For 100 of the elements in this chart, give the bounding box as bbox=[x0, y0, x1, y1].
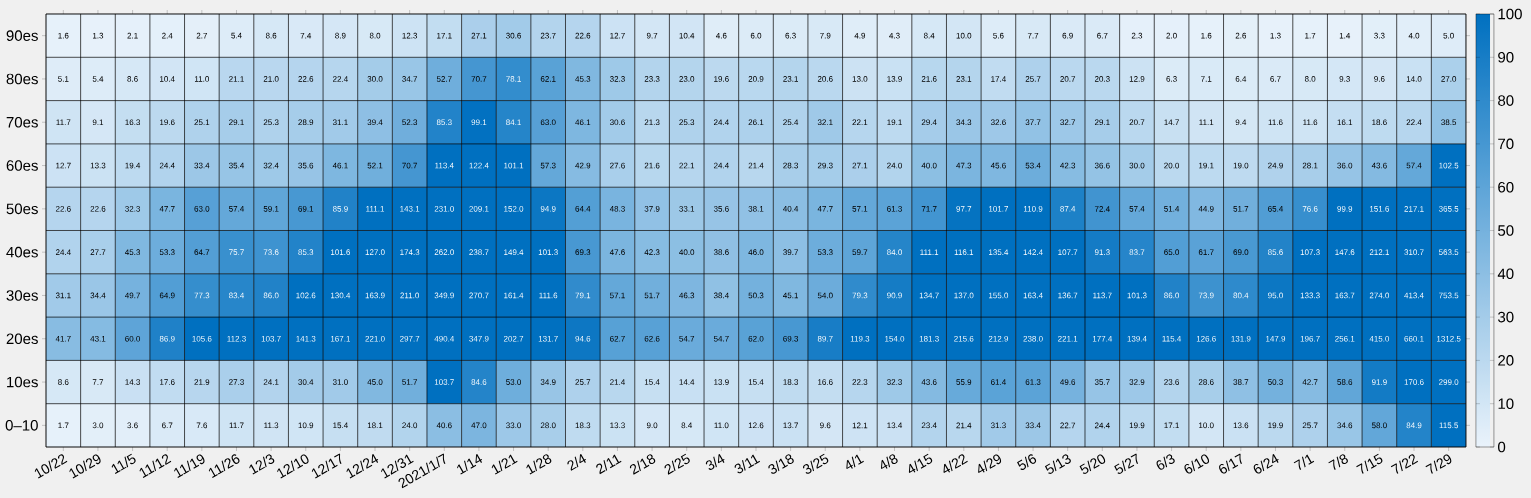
data-label: 163.9 bbox=[365, 292, 385, 299]
data-label: 61.4 bbox=[991, 379, 1006, 385]
data-label: 38.7 bbox=[1233, 379, 1249, 385]
data-label: 24.4 bbox=[713, 119, 729, 126]
data-label: 25.7 bbox=[575, 379, 591, 385]
data-label: 11.0 bbox=[714, 422, 729, 429]
data-label: 27.0 bbox=[1441, 76, 1457, 82]
data-label: 20.7 bbox=[1129, 119, 1145, 126]
data-label: 47.0 bbox=[471, 422, 487, 429]
y-tick-label: 40es bbox=[6, 246, 38, 258]
data-label: 111.1 bbox=[920, 249, 939, 255]
data-label: 6.0 bbox=[750, 32, 762, 39]
data-label: 32.1 bbox=[817, 119, 833, 126]
data-label: 12.7 bbox=[56, 162, 71, 169]
data-label: 13.0 bbox=[852, 76, 868, 82]
data-label: 22.3 bbox=[852, 379, 868, 385]
data-label: 69.1 bbox=[298, 206, 314, 212]
data-label: 11.3 bbox=[264, 422, 279, 429]
data-label: 30.0 bbox=[367, 76, 383, 82]
data-label: 14.4 bbox=[679, 379, 695, 385]
data-label: 13.4 bbox=[887, 422, 903, 429]
data-label: 21.6 bbox=[644, 162, 660, 169]
data-label: 18.6 bbox=[1372, 119, 1387, 126]
data-label: 212.1 bbox=[1369, 249, 1389, 255]
x-tick-label: 5/13 bbox=[1044, 454, 1071, 474]
data-label: 490.4 bbox=[434, 335, 455, 342]
data-label: 12.9 bbox=[1129, 76, 1145, 82]
data-label: 45.3 bbox=[124, 249, 141, 255]
data-label: 753.5 bbox=[1439, 292, 1459, 299]
data-label: 47.6 bbox=[609, 249, 625, 255]
data-label: 167.1 bbox=[330, 335, 350, 342]
data-label: 19.4 bbox=[125, 162, 141, 169]
data-label: 25.3 bbox=[679, 119, 695, 126]
data-label: 21.4 bbox=[610, 379, 625, 385]
data-label: 3.0 bbox=[92, 422, 104, 429]
data-label: 231.0 bbox=[434, 206, 454, 212]
data-label: 111.1 bbox=[366, 206, 385, 212]
data-label: 141.3 bbox=[296, 335, 316, 342]
data-label: 4.9 bbox=[854, 32, 866, 39]
data-label: 59.7 bbox=[852, 249, 868, 255]
data-label: 51.4 bbox=[1164, 206, 1180, 212]
data-label: 28.6 bbox=[1198, 379, 1214, 385]
data-label: 50.3 bbox=[748, 292, 764, 299]
data-label: 64.7 bbox=[194, 249, 210, 255]
x-tick-label: 4/22 bbox=[943, 454, 968, 474]
data-label: 22.1 bbox=[679, 162, 695, 169]
data-label: 33.1 bbox=[679, 206, 695, 212]
x-tick-label: 2/4 bbox=[567, 453, 587, 471]
data-label: 49.7 bbox=[124, 292, 140, 299]
data-label: 110.9 bbox=[1023, 206, 1043, 212]
data-label: 40.6 bbox=[436, 422, 452, 429]
data-label: 1.4 bbox=[1339, 32, 1351, 39]
color-bar-label: 60 bbox=[1498, 181, 1514, 193]
data-label: 8.0 bbox=[369, 32, 381, 39]
data-label: 85.3 bbox=[436, 119, 452, 126]
data-label: 70.7 bbox=[402, 162, 418, 169]
data-label: 94.9 bbox=[540, 206, 556, 212]
x-tick-label: 3/11 bbox=[734, 454, 761, 474]
data-label: 29.1 bbox=[1094, 119, 1110, 126]
data-label: 22.4 bbox=[333, 76, 348, 82]
data-label: 58.6 bbox=[1337, 379, 1353, 385]
data-label: 1.3 bbox=[93, 32, 104, 39]
data-label: 45.0 bbox=[367, 379, 383, 385]
data-label: 63.0 bbox=[540, 119, 556, 126]
data-label: 61.3 bbox=[1025, 379, 1041, 385]
data-label: 69.0 bbox=[1233, 249, 1249, 255]
data-label: 24.9 bbox=[1268, 162, 1283, 169]
data-label: 11.1 bbox=[1199, 119, 1214, 125]
data-label: 31.1 bbox=[55, 292, 71, 299]
x-tick-label: 12/3 bbox=[249, 454, 275, 475]
data-label: 221.0 bbox=[365, 335, 385, 342]
data-label: 135.4 bbox=[989, 249, 1009, 255]
data-label: 8.4 bbox=[681, 422, 693, 429]
data-label: 21.3 bbox=[644, 119, 660, 126]
data-label: 24.0 bbox=[887, 162, 902, 169]
data-label: 101.6 bbox=[330, 249, 351, 255]
data-label: 6.9 bbox=[1062, 32, 1073, 39]
data-label: 15.4 bbox=[333, 422, 348, 429]
data-label: 31.1 bbox=[332, 119, 348, 126]
data-label: 238.0 bbox=[1023, 335, 1043, 342]
data-label: 32.7 bbox=[1060, 119, 1076, 126]
data-label: 33.4 bbox=[194, 162, 210, 169]
data-label: 25.7 bbox=[1302, 422, 1318, 429]
data-label: 101.3 bbox=[1127, 292, 1147, 299]
data-label: 40.0 bbox=[679, 249, 695, 255]
data-label: 151.6 bbox=[1369, 206, 1390, 212]
data-label: 13.6 bbox=[1233, 422, 1249, 429]
data-label: 23.1 bbox=[783, 76, 799, 82]
data-label: 15.4 bbox=[644, 379, 660, 385]
data-label: 6.3 bbox=[785, 32, 796, 39]
data-label: 19.6 bbox=[714, 76, 729, 82]
data-label: 35.6 bbox=[713, 206, 729, 212]
data-label: 57.1 bbox=[609, 292, 625, 299]
data-label: 11.6 bbox=[1303, 119, 1318, 126]
data-label: 17.4 bbox=[991, 76, 1006, 82]
data-label: 30.0 bbox=[1129, 162, 1145, 169]
data-label: 270.7 bbox=[469, 292, 489, 299]
data-label: 54.0 bbox=[817, 292, 833, 299]
data-label: 52.3 bbox=[402, 119, 418, 126]
data-label: 57.4 bbox=[229, 206, 245, 212]
